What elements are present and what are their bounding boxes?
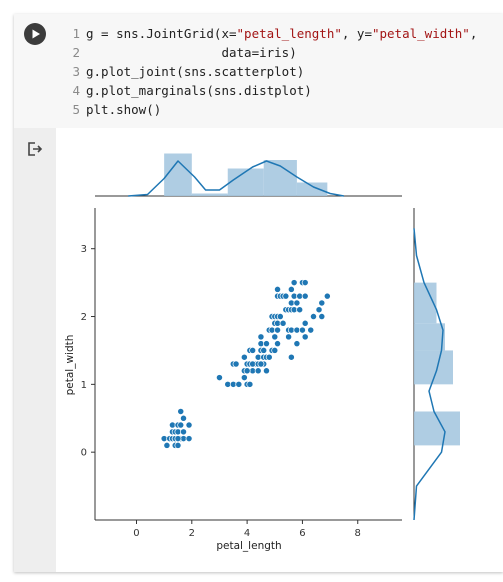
y-tick-label: 0 xyxy=(81,448,87,459)
marginal-x-hist-bar xyxy=(164,153,192,196)
marginal-x-kde-line xyxy=(128,160,345,197)
marginal-x-hist-bar xyxy=(227,168,264,196)
scatter-point xyxy=(318,299,326,307)
line-number: 4 xyxy=(72,83,80,98)
scatter-point xyxy=(318,313,326,320)
scatter-point xyxy=(323,292,331,300)
scatter-point xyxy=(235,380,243,388)
scatter-point xyxy=(282,292,290,300)
scatter-point xyxy=(240,374,248,382)
marginal-x-hist-bar xyxy=(296,182,328,196)
scatter-point xyxy=(180,414,187,422)
scatter-point xyxy=(263,340,270,348)
code-token: plt.show() xyxy=(86,102,162,117)
code-string: "petal_length" xyxy=(236,26,342,41)
y-axis-label: petal_width xyxy=(64,335,76,396)
code-token: g.plot_joint(sns.scatterplot) xyxy=(86,64,305,79)
scatter-point xyxy=(257,333,265,341)
code-token: , y= xyxy=(341,26,372,41)
scatter-point xyxy=(185,435,193,443)
scatter-point xyxy=(174,435,182,443)
run-cell-button[interactable] xyxy=(24,23,46,45)
scatter-point xyxy=(290,279,298,287)
x-tick-label: 2 xyxy=(189,528,195,539)
scatter-point xyxy=(310,313,317,320)
marginal-y-kde-line xyxy=(413,228,446,521)
scatter-point xyxy=(271,333,279,341)
code-token: data=iris) xyxy=(86,45,297,60)
scatter-point xyxy=(177,408,185,415)
code-editor[interactable]: 1 g = sns.JointGrid(x="petal_length", y="… xyxy=(14,14,503,128)
x-tick-label: 8 xyxy=(355,528,361,539)
code-line[interactable]: 1 g = sns.JointGrid(x="petal_length", y="… xyxy=(64,24,477,43)
y-tick-label: 3 xyxy=(81,244,87,255)
scatter-point xyxy=(298,326,306,334)
scatter-point xyxy=(315,306,323,314)
scatter-point xyxy=(301,333,309,341)
x-tick-label: 0 xyxy=(133,528,139,539)
y-tick-label: 1 xyxy=(81,380,87,391)
joint-scatter-plot: 0 2 4 6 8 0 1 2 3 xyxy=(81,208,402,539)
scatter-point xyxy=(265,353,273,361)
code-token: , xyxy=(469,26,478,41)
scatter-point xyxy=(249,346,257,354)
x-axis-label: petal_length xyxy=(216,540,281,552)
scatter-point xyxy=(293,299,301,307)
line-number: 5 xyxy=(72,102,80,117)
scatter-point xyxy=(240,353,248,361)
x-tick-label: 6 xyxy=(299,528,305,539)
scatter-point xyxy=(287,353,295,361)
line-number: 1 xyxy=(72,26,80,41)
scatter-point xyxy=(274,326,281,334)
play-icon xyxy=(32,29,40,39)
scatter-point xyxy=(279,319,287,327)
scatter-point xyxy=(263,367,270,375)
scatter-point xyxy=(274,340,281,348)
scatter-point xyxy=(293,340,301,348)
y-tick-label: 2 xyxy=(81,312,87,323)
x-tick-label: 4 xyxy=(244,528,250,539)
scatter-point xyxy=(216,374,223,382)
code-line[interactable]: 2 data=iris) xyxy=(64,43,477,62)
scatter-point xyxy=(246,380,254,388)
marginal-y-plot xyxy=(413,208,460,521)
marginal-y-hist-bar xyxy=(414,323,445,351)
marginal-x-plot xyxy=(95,153,402,197)
marginal-x-hist-bar xyxy=(191,193,228,196)
scatter-point xyxy=(307,326,315,334)
line-number: 3 xyxy=(72,64,80,79)
scatter-point xyxy=(301,319,309,327)
scatter-point xyxy=(301,292,309,300)
scatter-point xyxy=(260,346,268,354)
code-token: g.plot_marginals(sns.distplot) xyxy=(86,83,312,98)
code-line[interactable]: 4 g.plot_marginals(sns.distplot) xyxy=(64,81,477,100)
code-text[interactable]: 1 g = sns.JointGrid(x="petal_length", y="… xyxy=(64,24,477,119)
scatter-point xyxy=(185,421,193,429)
scatter-point xyxy=(174,441,182,449)
line-number: 2 xyxy=(72,45,80,60)
scatter-point xyxy=(232,360,240,368)
scatter-point xyxy=(285,333,293,341)
code-line[interactable]: 5 plt.show() xyxy=(64,100,477,119)
scatter-point xyxy=(274,285,281,293)
scatter-point xyxy=(254,367,262,375)
output-gutter xyxy=(14,128,56,572)
code-token: g = sns.JointGrid(x= xyxy=(86,26,237,41)
code-line[interactable]: 3 g.plot_joint(sns.scatterplot) xyxy=(64,62,477,81)
scatter-point xyxy=(296,306,304,314)
scatter-point xyxy=(180,428,187,436)
scatter-point xyxy=(177,421,185,429)
scatter-point xyxy=(163,441,171,449)
joint-plot: 0 2 4 6 8 0 1 2 3 petal_length petal_width xyxy=(64,153,460,552)
code-string: "petal_width" xyxy=(371,26,470,41)
scatter-point xyxy=(243,367,251,375)
scatter-point xyxy=(301,279,309,287)
marginal-y-hist-bar xyxy=(414,282,437,324)
scatter-point xyxy=(271,346,279,354)
output-redirect-icon[interactable] xyxy=(26,140,44,158)
scatter-point xyxy=(287,285,295,293)
scatter-point xyxy=(276,313,284,320)
scatter-point xyxy=(257,360,265,368)
